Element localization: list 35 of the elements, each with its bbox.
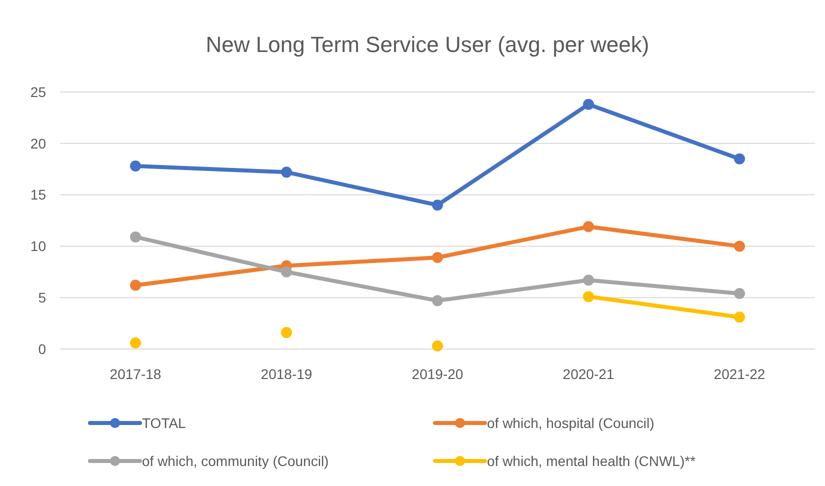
point — [734, 288, 745, 299]
y-tick-label: 5 — [38, 290, 46, 306]
legend-label: TOTAL — [142, 414, 186, 431]
legend-label: of which, community (Council) — [142, 452, 329, 469]
point — [281, 266, 292, 278]
point — [130, 280, 141, 291]
x-tick-label: 2021-22 — [714, 366, 766, 382]
x-tick-label: 2019-20 — [412, 366, 464, 382]
y-tick-label: 15 — [30, 186, 46, 203]
point — [432, 295, 443, 306]
point — [583, 98, 594, 110]
point — [130, 231, 141, 242]
point — [583, 291, 594, 302]
y-tick-label: 20 — [30, 135, 46, 152]
point — [432, 200, 443, 211]
legend-label: of which, hospital (Council) — [487, 414, 654, 431]
y-tick-label: 0 — [38, 340, 46, 357]
x-tick-label: 2018-19 — [260, 366, 312, 382]
point — [583, 221, 594, 232]
point — [583, 274, 594, 286]
point — [281, 327, 292, 338]
point — [734, 312, 745, 323]
x-tick-label: 2017-18 — [110, 366, 162, 382]
legend-label: of which, mental health (CNWL)** — [487, 452, 696, 469]
y-tick-label: 10 — [30, 238, 46, 254]
point — [432, 340, 443, 352]
chart-title: New Long Term Service User (avg. per week) — [206, 32, 650, 57]
point — [281, 166, 292, 178]
point — [734, 153, 745, 164]
x-tick-label: 2020-21 — [562, 366, 614, 382]
point — [432, 252, 443, 264]
point — [130, 337, 141, 348]
point — [130, 160, 141, 172]
y-tick-label: 25 — [30, 84, 46, 100]
point — [734, 240, 745, 252]
